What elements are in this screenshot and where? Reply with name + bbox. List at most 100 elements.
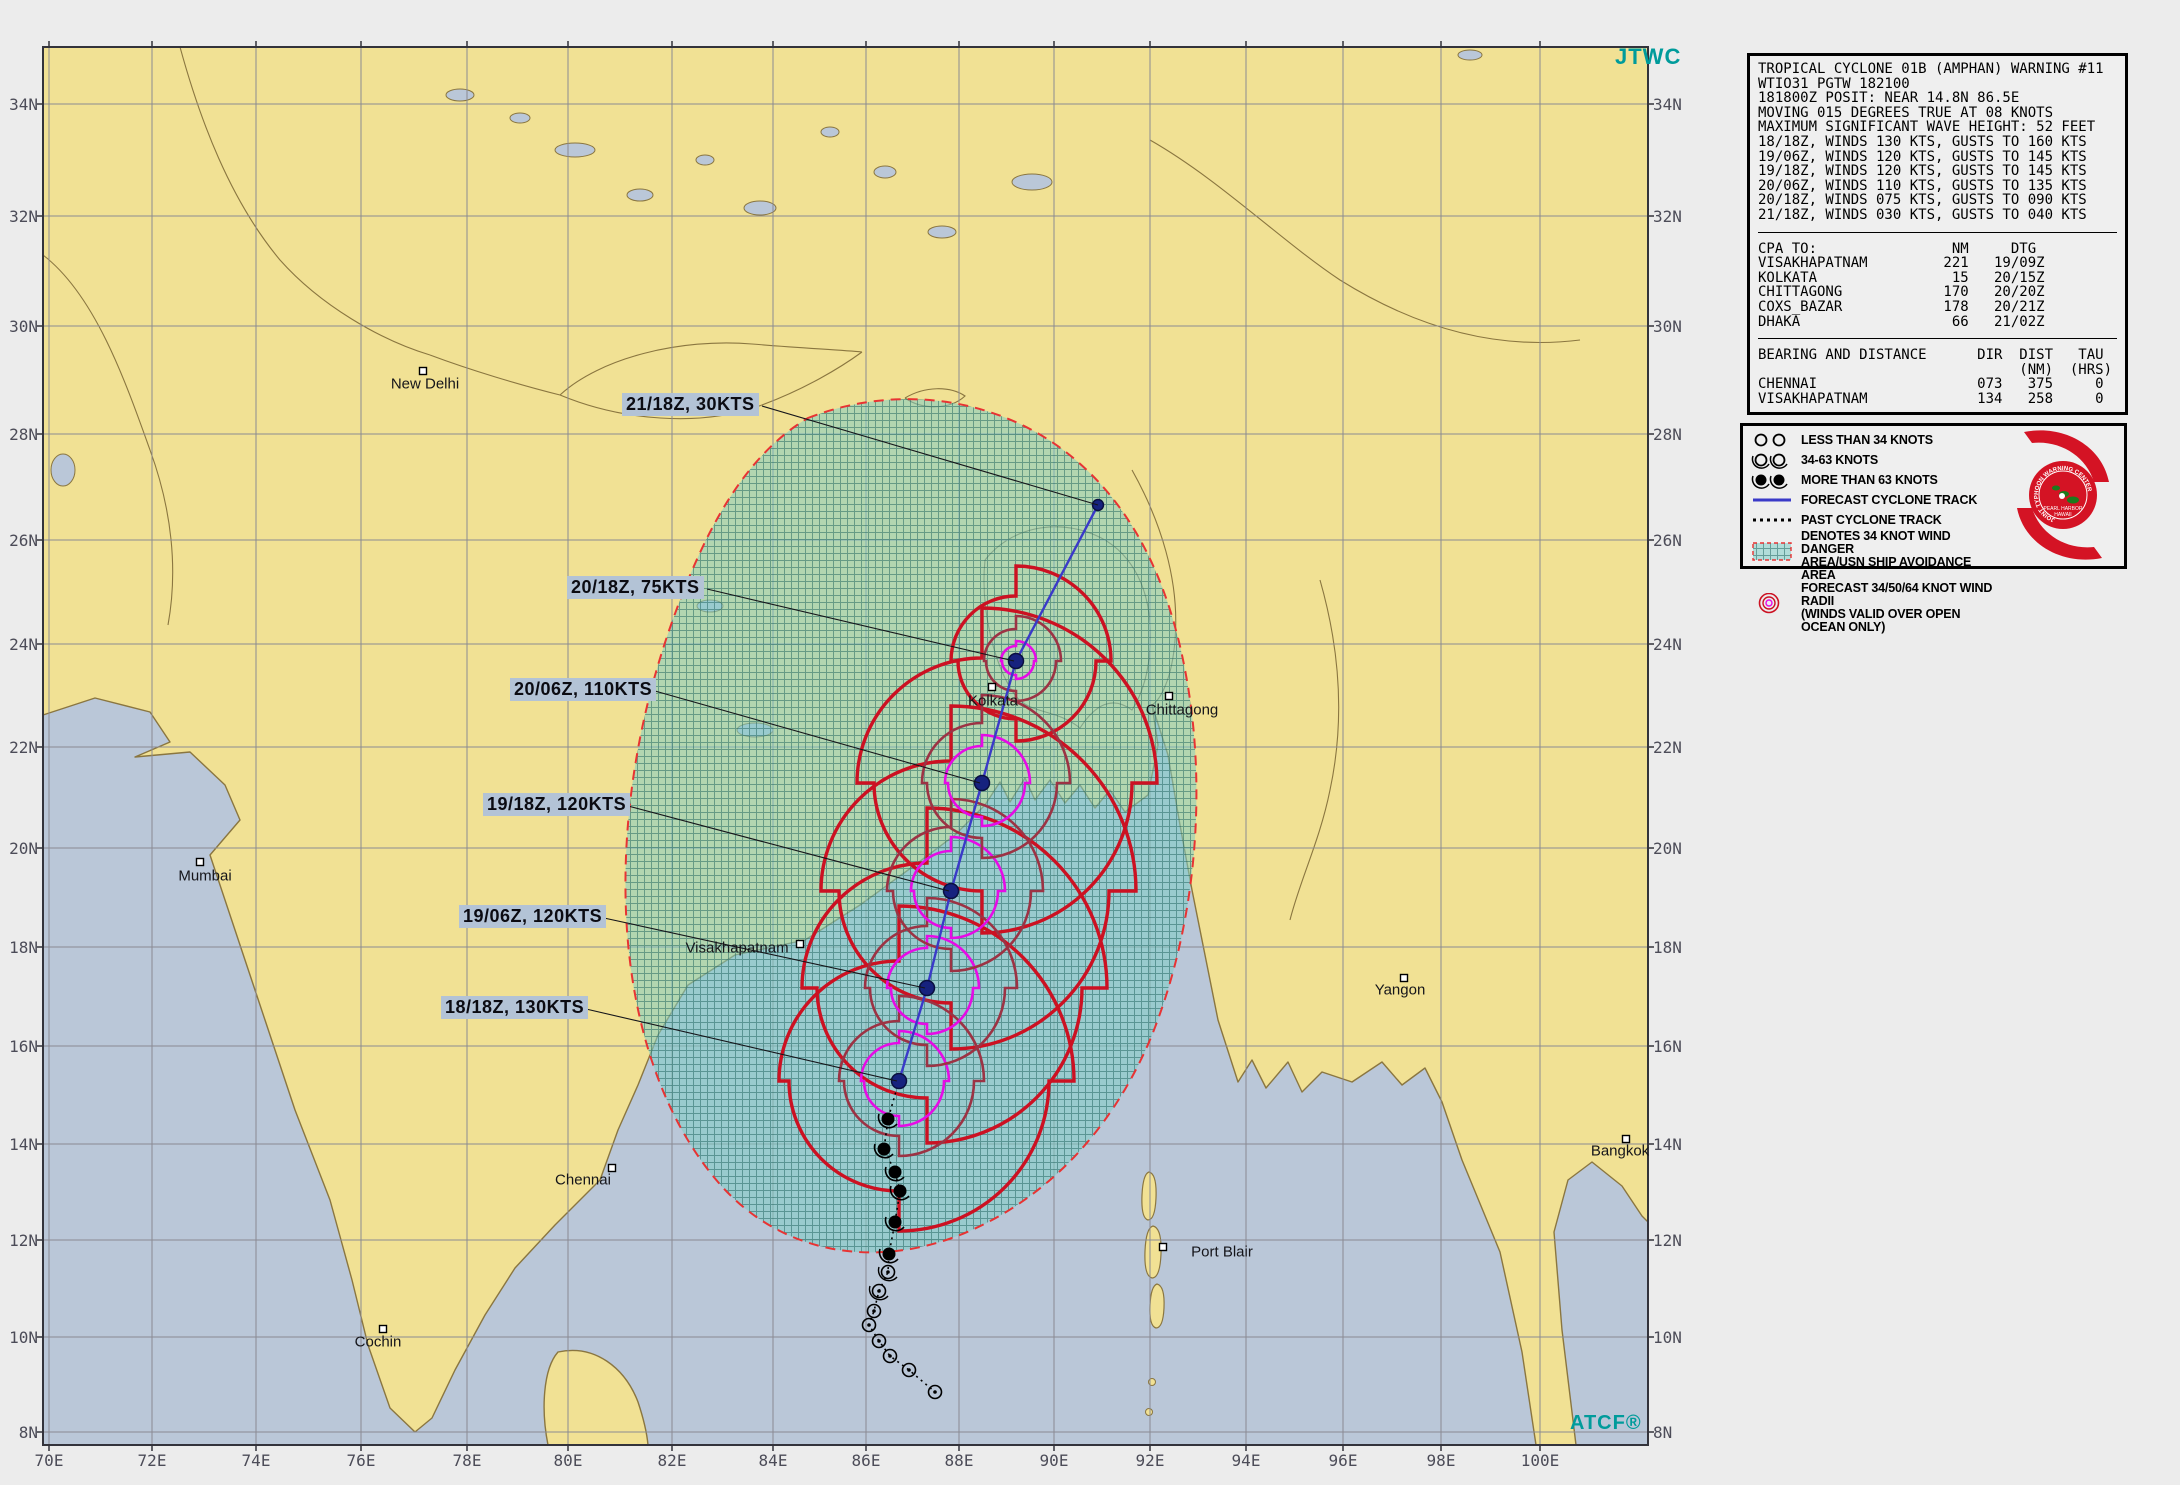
lon-label: 96E (1328, 1451, 1358, 1470)
warning-line: 19/06Z, WINDS 120 KTS, GUSTS TO 145 KTS (1758, 148, 2087, 165)
past-fix-curl (884, 1216, 905, 1232)
label-leader-line (585, 1008, 898, 1082)
warning-line: 20/18Z, WINDS 075 KTS, GUSTS TO 090 KTS (1758, 192, 2087, 209)
warning-line: 181800Z POSIT: NEAR 14.8N 86.5E (1758, 90, 2020, 107)
lat-label-right: 30N (1653, 317, 1682, 336)
past-fix-gt63 (888, 1215, 902, 1229)
lon-label: 98E (1426, 1451, 1456, 1470)
forecast-label: 18/18Z, 130KTS (441, 996, 589, 1019)
lat-label-left: 16N (9, 1037, 38, 1056)
forecast-label: 20/18Z, 75KTS (567, 576, 704, 599)
city-marker-new-delhi (418, 366, 428, 376)
lake (873, 165, 897, 179)
city-label-new-delhi: New Delhi (390, 375, 460, 393)
past-fix-gt63 (881, 1112, 895, 1126)
past-fix-dot (907, 1368, 911, 1372)
past-fix-curl (873, 1143, 894, 1159)
past-fix-curl (877, 1113, 898, 1129)
past-fix-gt63 (888, 1165, 902, 1179)
cpa-line: KOLKATA 15 20/15Z (1758, 269, 2045, 286)
city-label-kolkata: Kolkata (967, 692, 1019, 710)
jtwc-seal: JOINT TYPHOON WARNING CENTER PEARL HARBO… (2006, 426, 2124, 566)
legend-label: FORECAST CYCLONE TRACK (1801, 492, 1978, 507)
city-marker-visakhapatnam (795, 939, 805, 949)
city-label-visakhapatnam: Visakhapatnam (685, 939, 789, 957)
country-border (42, 254, 174, 626)
forecast-fix-20/18Z (1007, 652, 1025, 670)
cpa-line: DHAKA 66 21/02Z (1758, 313, 2045, 330)
past-fix-dot (877, 1289, 881, 1293)
bearing-distance-table: BEARING AND DISTANCE DIR DIST TAU (NM) (… (1758, 348, 2117, 406)
lat-label-right: 24N (1653, 635, 1682, 654)
lon-label: 88E (944, 1451, 974, 1470)
city-marker-chittagong (1164, 691, 1174, 701)
seal-swoosh-top (2024, 430, 2109, 482)
forecast-label: 19/18Z, 120KTS (483, 793, 631, 816)
lon-label: 78E (452, 1451, 482, 1470)
label-leader-line (706, 588, 1015, 662)
lat-label-left: 10N (9, 1328, 38, 1347)
panel-divider (1758, 231, 2117, 233)
city-marker-port-blair (1158, 1242, 1168, 1252)
past-fix-lt34 (901, 1362, 917, 1378)
lat-label-right: 8N (1653, 1423, 1673, 1442)
lon-label: 90E (1039, 1451, 1069, 1470)
city-marker-bangkok (1621, 1134, 1631, 1144)
cpa-line: CPA TO: NM DTG (1758, 240, 2037, 257)
lat-label-right: 20N (1653, 839, 1682, 858)
lat-label-left: 20N (9, 839, 38, 858)
legend-item-gt63: MORE THAN 63 KNOTS (1749, 470, 2006, 490)
legend-item-danger: DENOTES 34 KNOT WIND DANGER AREA/USN SHIP… (1749, 530, 2006, 582)
warning-line: 18/18Z, WINDS 130 KTS, GUSTS TO 160 KTS (1758, 133, 2087, 150)
lake (743, 200, 777, 216)
seal-swoosh-bottom (2017, 508, 2102, 560)
warning-line: TROPICAL CYCLONE 01B (AMPHAN) WARNING #1… (1758, 61, 2104, 77)
forecast-label: 21/18Z, 30KTS (622, 393, 759, 416)
small-island (1145, 1408, 1153, 1416)
country-border (429, 354, 561, 396)
lon-label: 74E (241, 1451, 271, 1470)
past-fix-lt34 (866, 1303, 882, 1319)
cpa-line: CHITTAGONG 170 20/20Z (1758, 284, 2045, 301)
bearing-line: CHENNAI 073 375 0 (1758, 376, 2104, 393)
lon-label: 76E (346, 1451, 376, 1470)
past-fix-gt63 (893, 1184, 907, 1198)
warning-text-block: TROPICAL CYCLONE 01B (AMPHAN) WARNING #1… (1758, 62, 2117, 223)
radii-64kt (859, 1029, 951, 1128)
legend-item-lt34: LESS THAN 34 KNOTS (1749, 430, 2006, 450)
seal-ring (2038, 470, 2088, 520)
legend-symbol-lt34 (1754, 433, 1786, 447)
legend-items: LESS THAN 34 KNOTS 34-63 KNOTS MORE THAN 6… (1743, 426, 2006, 634)
lat-label-left: 22N (9, 738, 38, 757)
wind-danger-area (624, 398, 1198, 1254)
seal-eye (2059, 493, 2065, 499)
lake (1457, 49, 1483, 61)
radii-64kt (885, 934, 981, 1036)
country-border (1289, 579, 1340, 921)
lake (820, 126, 840, 138)
panel-divider (1758, 338, 2117, 340)
lat-label-right: 16N (1653, 1037, 1682, 1056)
legend-symbol-pct (1753, 518, 1791, 522)
lon-label: 72E (137, 1451, 167, 1470)
lon-label: 84E (758, 1451, 788, 1470)
lake (626, 188, 654, 202)
forecast-cyclone-track (897, 504, 1100, 1082)
lat-label-left: 34N (9, 95, 38, 114)
country-border (1149, 139, 1581, 344)
lon-label: 94E (1231, 1451, 1261, 1470)
lat-label-left: 32N (9, 207, 38, 226)
radii-50kt (920, 693, 1072, 860)
lat-label-right: 18N (1653, 938, 1682, 957)
city-marker-yangon (1399, 973, 1409, 983)
warning-line: 19/18Z, WINDS 120 KTS, GUSTS TO 145 KTS (1758, 163, 2087, 180)
lat-label-left: 28N (9, 425, 38, 444)
lat-label-right: 28N (1653, 425, 1682, 444)
legend-label: 34-63 KNOTS (1801, 452, 1878, 467)
city-marker-kolkata (987, 682, 997, 692)
lat-label-left: 26N (9, 531, 38, 550)
landmass-sri-lanka (543, 1349, 649, 1446)
lat-label-left: 12N (9, 1231, 38, 1250)
lat-label-right: 10N (1653, 1328, 1682, 1347)
past-fix-curl (878, 1248, 899, 1264)
